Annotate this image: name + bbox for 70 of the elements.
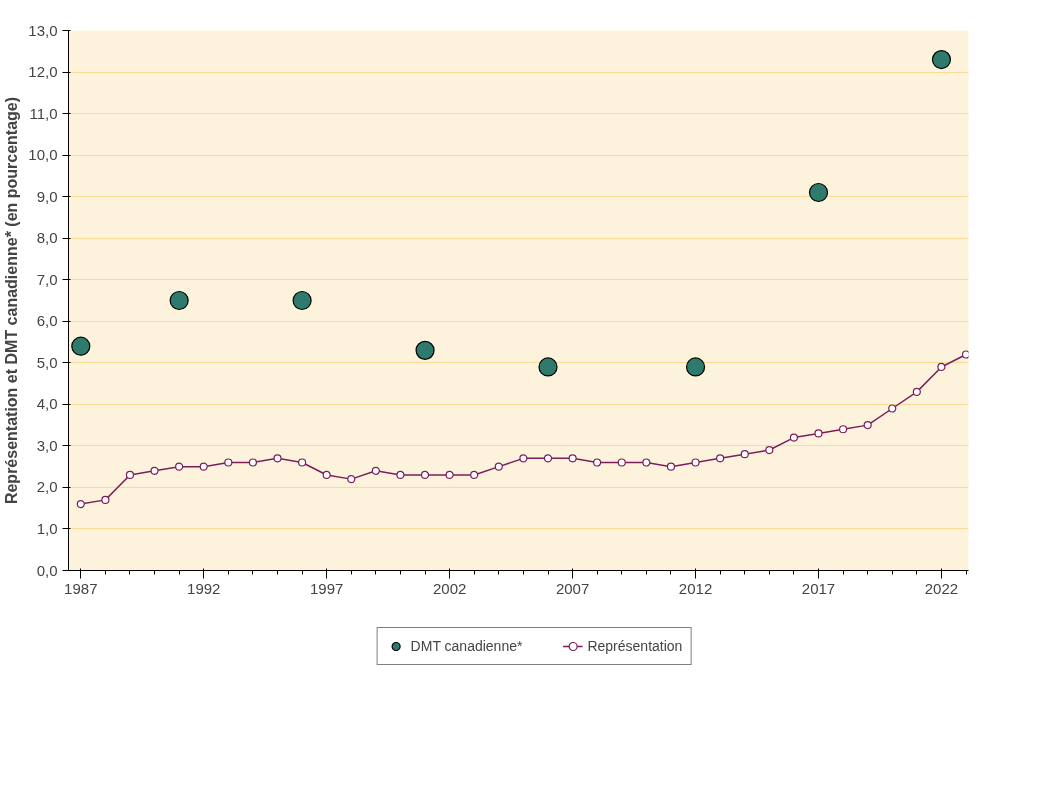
y-tick-label: 13,0 [28,21,58,39]
point [322,470,331,480]
y-tick-label: 9,0 [36,187,58,205]
point [808,182,829,203]
point [765,445,774,455]
point [415,340,435,360]
point [292,290,312,311]
y-tick-label: 8,0 [36,229,58,247]
y-tick-label: 4,0 [36,395,58,413]
point [593,458,602,467]
x-tick-label: 1992 [187,579,221,597]
y-tick-label: 5,0 [36,353,58,371]
y-tick-label: 1,0 [36,519,58,537]
y-tick-label: 12,0 [28,63,58,81]
point [685,357,706,377]
point [199,462,208,471]
y-tick-label: 2,0 [36,478,58,496]
point [175,462,184,471]
point [519,454,528,463]
x-tick-label: 2022 [924,579,959,597]
legend-label: Représentation [587,638,683,654]
point [371,466,380,475]
point [691,458,700,467]
point [420,470,430,480]
point [716,454,725,463]
point [666,462,676,471]
point [543,454,553,463]
y-tick-label: 0,0 [36,561,58,579]
y-tick-label: 3,0 [36,436,58,454]
point [273,454,282,463]
point [931,49,952,70]
y-tick-label: 11,0 [29,104,58,122]
legend-label: DMT canadienne* [410,638,523,654]
point [961,350,969,359]
y-tick-label: 7,0 [36,270,58,288]
point [298,458,307,467]
point [396,470,405,480]
point [912,387,921,396]
point [789,433,799,442]
point [71,336,91,356]
point [347,475,356,484]
point [445,470,454,480]
point [838,425,848,434]
x-tick-label: 1997 [310,579,344,597]
y-axis-title: Représentation et DMT canadienne* (en pourcentage) [3,96,21,505]
point [888,404,897,413]
point [169,290,189,311]
point [642,458,651,467]
y-tick-label: 6,0 [36,312,58,330]
point [937,362,946,372]
point [740,450,749,459]
point [617,458,626,467]
point [568,454,577,463]
y-tick-label: 10,0 [28,146,58,164]
point [76,499,85,509]
point [101,495,110,504]
point [470,470,479,480]
point [538,357,558,377]
point [224,458,233,467]
point [150,466,159,475]
point [814,429,823,438]
x-tick-label: 1987 [64,579,98,597]
point [863,421,872,430]
x-tick-label: 2007 [555,579,590,597]
x-tick-label: 2012 [678,579,713,597]
x-tick-label: 2002 [432,579,467,597]
x-tick-label: 2017 [801,579,836,597]
point [248,458,258,467]
point [125,470,135,480]
point [494,462,503,471]
